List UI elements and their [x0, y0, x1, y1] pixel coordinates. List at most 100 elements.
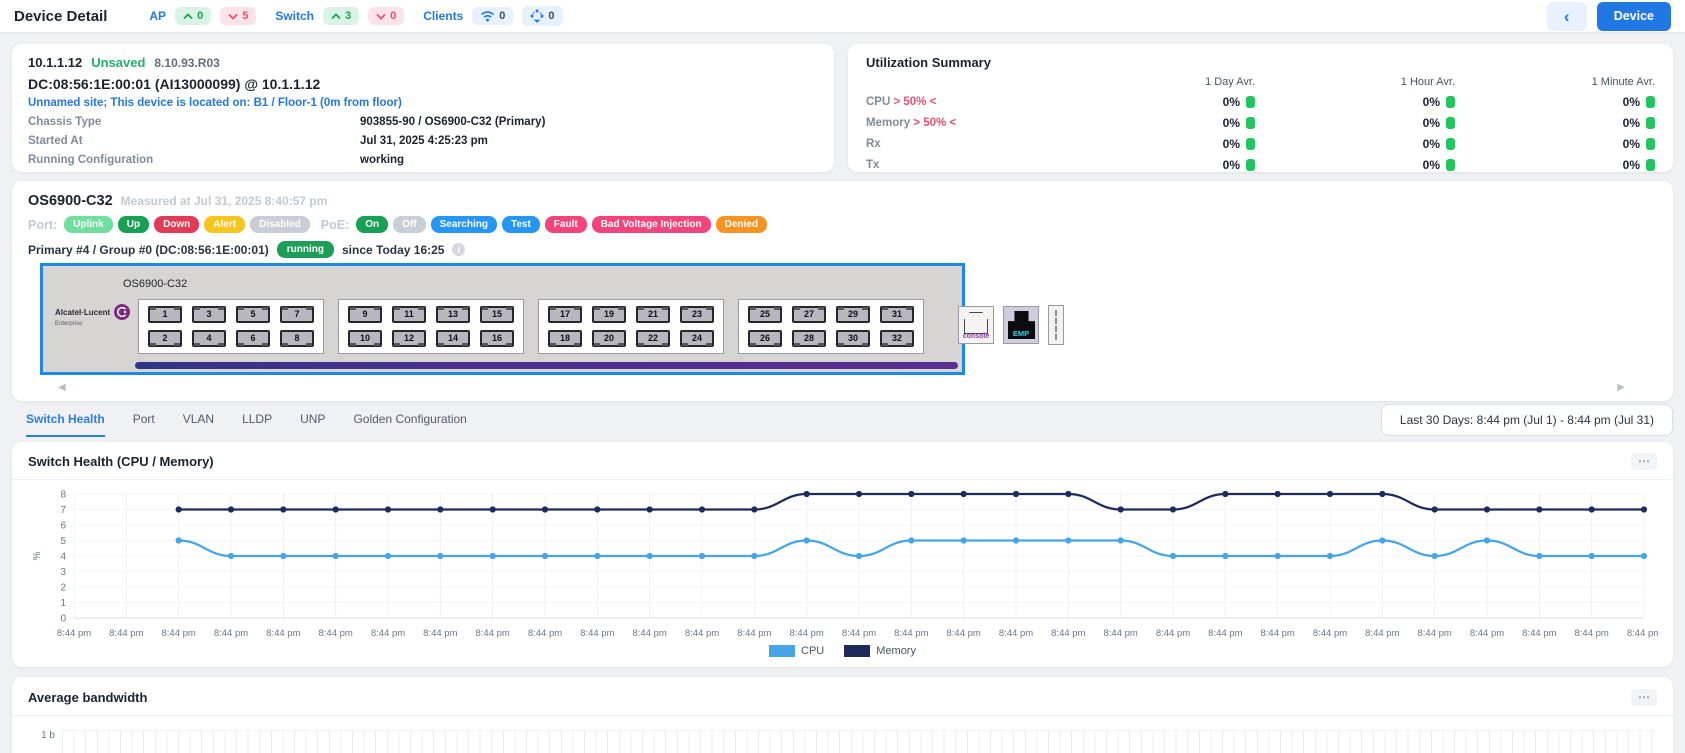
metric-name: Rx [866, 138, 881, 150]
port-23[interactable]: 23 [680, 306, 714, 323]
port-18[interactable]: 18 [548, 330, 582, 347]
utilization-row: CPU > 50% <0%0%0% [866, 95, 1655, 109]
port-1[interactable]: 1 [148, 306, 182, 323]
port-12[interactable]: 12 [392, 330, 426, 347]
chassis-image[interactable]: Alcatel·Lucent Enterprise OS6900-C32 135… [40, 263, 965, 375]
attribute-label: Chassis Type [28, 116, 360, 128]
emp-port[interactable]: EMP [1003, 306, 1039, 344]
date-range-selector[interactable]: Last 30 Days: 8:44 pm (Jul 1) - 8:44 pm … [1381, 404, 1673, 436]
utilization-value: 0% [1455, 158, 1655, 172]
port-badge-disabled: Disabled [250, 216, 310, 233]
tab-switch-health[interactable]: Switch Health [26, 412, 105, 437]
device-button[interactable]: Device [1597, 2, 1671, 31]
utilization-value: 0% [1255, 95, 1455, 109]
port-31[interactable]: 31 [880, 306, 914, 323]
port-4[interactable]: 4 [192, 330, 226, 347]
port-11[interactable]: 11 [392, 306, 426, 323]
legend-label: Memory [876, 645, 916, 657]
status-indicator [1246, 138, 1255, 150]
port-3[interactable]: 3 [192, 306, 226, 323]
port-6[interactable]: 6 [236, 330, 270, 347]
port-15[interactable]: 15 [480, 306, 514, 323]
port-25[interactable]: 25 [748, 306, 782, 323]
console-port[interactable]: console [958, 306, 994, 344]
value-text: 0% [1223, 158, 1240, 172]
clients-cluster-badge[interactable]: 0 [522, 6, 562, 26]
port-14[interactable]: 14 [436, 330, 470, 347]
legend-label: CPU [801, 645, 824, 657]
page-title: Device Detail [14, 8, 107, 25]
utilization-value: 0% [1055, 116, 1255, 130]
device-location-link[interactable]: Unnamed site; This device is located on:… [28, 97, 818, 109]
more-options-button[interactable]: ⋯ [1631, 453, 1657, 470]
chevron-up-icon [331, 13, 341, 20]
device-attribute-row: Chassis Type903855-90 / OS6900-C32 (Prim… [28, 116, 818, 128]
more-options-button[interactable]: ⋯ [1631, 689, 1657, 706]
value-text: 0% [1623, 116, 1640, 130]
brand-name: Alcatel·Lucent [55, 308, 110, 317]
svg-text:8:44 pm: 8:44 pm [1156, 628, 1190, 639]
port-19[interactable]: 19 [592, 306, 626, 323]
port-8[interactable]: 8 [280, 330, 314, 347]
svg-text:8:44 pm: 8:44 pm [1104, 628, 1138, 639]
svg-text:8:44 pm: 8:44 pm [528, 628, 562, 639]
back-button[interactable]: ‹ [1547, 2, 1587, 31]
port-24[interactable]: 24 [680, 330, 714, 347]
clients-wireless-count: 0 [499, 10, 505, 22]
tab-port[interactable]: Port [133, 412, 155, 437]
svg-text:8:44 pm: 8:44 pm [214, 628, 248, 639]
port-26[interactable]: 26 [748, 330, 782, 347]
svg-text:8:44 pm: 8:44 pm [423, 628, 457, 639]
status-indicator [1446, 117, 1455, 129]
ap-up-badge[interactable]: 0 [175, 7, 211, 25]
tab-unp[interactable]: UNP [300, 412, 325, 437]
port-13[interactable]: 13 [436, 306, 470, 323]
port-10[interactable]: 10 [348, 330, 382, 347]
port-20[interactable]: 20 [592, 330, 626, 347]
clients-wireless-badge[interactable]: 0 [472, 7, 513, 25]
utilization-value: 0% [1055, 137, 1255, 151]
port-group: 25 27 29 31 26 28 30 32 [738, 299, 924, 354]
svg-text:8:44 pm: 8:44 pm [1313, 628, 1347, 639]
port-17[interactable]: 17 [548, 306, 582, 323]
switch-up-badge[interactable]: 3 [323, 7, 359, 25]
info-icon[interactable]: i [452, 243, 465, 256]
tab-vlan[interactable]: VLAN [183, 412, 214, 437]
config-status: Unsaved [91, 55, 145, 70]
port-27[interactable]: 27 [792, 306, 826, 323]
svg-text:8:44 pm: 8:44 pm [1575, 628, 1609, 639]
port-29[interactable]: 29 [836, 306, 870, 323]
carousel-left-arrow[interactable]: ◀ [58, 382, 66, 393]
port-7[interactable]: 7 [280, 306, 314, 323]
bandwidth-chart-title: Average bandwidth [28, 690, 147, 705]
switch-down-badge[interactable]: 0 [368, 7, 404, 25]
tab-lldp[interactable]: LLDP [242, 412, 272, 437]
ap-down-badge[interactable]: 5 [220, 7, 256, 25]
port-legend-label: Port: [28, 218, 57, 232]
firmware-version: 8.10.93.R03 [154, 56, 219, 70]
poe-badges: OnOffSearchingTestFaultBad Voltage Injec… [356, 216, 767, 233]
svg-text:8:44 pm: 8:44 pm [266, 628, 300, 639]
port-32[interactable]: 32 [880, 330, 914, 347]
tab-golden-configuration[interactable]: Golden Configuration [353, 412, 466, 437]
port-9[interactable]: 9 [348, 306, 382, 323]
svg-text:7: 7 [60, 505, 66, 516]
chevron-down-icon [228, 13, 238, 20]
port-2[interactable]: 2 [148, 330, 182, 347]
chevron-up-icon [183, 13, 193, 20]
utilization-row: Memory > 50% <0%0%0% [866, 116, 1655, 130]
status-indicator [1646, 96, 1655, 108]
port-30[interactable]: 30 [836, 330, 870, 347]
port-21[interactable]: 21 [636, 306, 670, 323]
port-22[interactable]: 22 [636, 330, 670, 347]
port-16[interactable]: 16 [480, 330, 514, 347]
port-28[interactable]: 28 [792, 330, 826, 347]
usb-port[interactable] [1048, 305, 1064, 345]
svg-text:8:44 pm: 8:44 pm [1365, 628, 1399, 639]
port-row: 25 27 29 31 [748, 306, 914, 323]
running-status-badge: running [277, 241, 334, 258]
tabs: Switch Health Port VLAN LLDP UNP Golden Confi… [26, 412, 467, 437]
port-row: 17 19 21 23 [548, 306, 714, 323]
port-5[interactable]: 5 [236, 306, 270, 323]
carousel-right-arrow[interactable]: ▶ [1617, 382, 1625, 393]
